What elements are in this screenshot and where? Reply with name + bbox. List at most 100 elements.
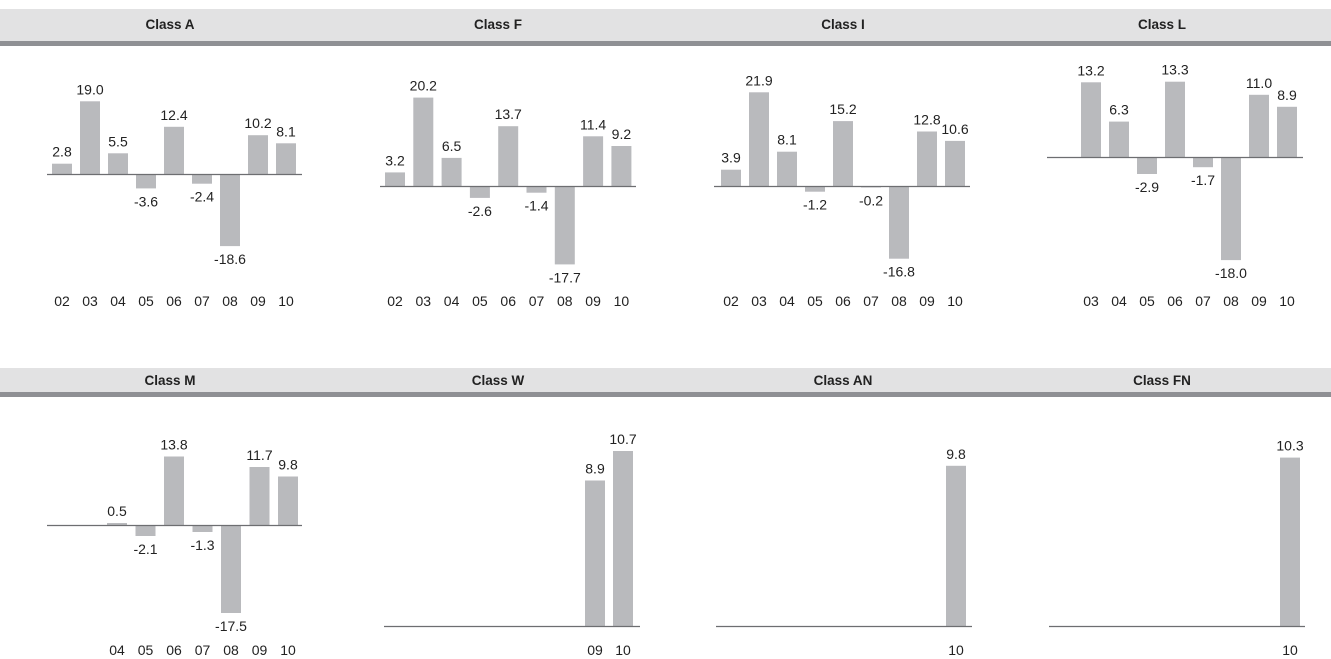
class-f-tick-10: 10 [614,293,630,309]
class-a-value-label-08: -18.6 [214,251,246,267]
class-l-title: Class L [1138,17,1186,32]
class-i-title: Class I [821,17,865,32]
class-fn-value-label-10: 10.3 [1276,438,1303,454]
class-m-bar-10 [278,476,298,526]
class-l-tick-06: 06 [1167,293,1183,309]
class-i-tick-10: 10 [947,293,963,309]
class-i-tick-06: 06 [835,293,851,309]
class-l-value-label-06: 13.3 [1161,62,1188,78]
class-i-tick-03: 03 [751,293,767,309]
header-rule-2 [0,392,1331,397]
class-i-tick-04: 04 [779,293,795,309]
class-w-bar-09 [585,480,605,627]
class-f-value-label-04: 6.5 [442,138,462,154]
class-a-tick-04: 04 [110,293,126,309]
class-m-bar-08 [221,525,241,613]
class-m-tick-09: 09 [252,642,268,658]
class-f-tick-06: 06 [500,293,516,309]
class-i-tick-02: 02 [723,293,739,309]
class-a-bar-04 [108,153,128,175]
class-m-bar-09 [249,467,270,526]
class-m-tick-05: 05 [138,642,154,658]
class-fn-title: Class FN [1133,373,1191,388]
header-band-1 [0,9,1331,41]
class-w-tick-10: 10 [615,642,631,658]
class-f-bar-10 [611,146,632,187]
class-f-value-label-02: 3.2 [385,152,405,168]
class-an-value-label-10: 9.8 [946,446,966,462]
class-l-tick-09: 09 [1251,293,1267,309]
class-l-bar-07 [1193,157,1213,168]
class-i-value-label-09: 12.8 [913,112,940,128]
class-l-value-label-09: 11.0 [1246,75,1272,91]
class-l-value-label-04: 6.3 [1109,102,1129,118]
class-a-tick-10: 10 [278,293,294,309]
class-a-bar-05 [136,174,156,189]
class-m-value-label-06: 13.8 [160,437,187,453]
class-m-value-label-08: -17.5 [215,618,247,634]
class-w-tick-09: 09 [587,642,603,658]
class-f-value-label-09: 11.4 [580,116,606,132]
class-a-bar-06 [164,126,184,175]
class-fn-tick-10: 10 [1282,642,1298,658]
class-f-value-label-07: -1.4 [524,198,548,214]
class-f-value-label-06: 13.7 [495,106,522,122]
class-f-bar-06 [498,126,519,187]
class-m-value-label-07: -1.3 [190,537,214,553]
class-a-tick-07: 07 [194,293,210,309]
class-m-bar-04 [107,523,127,526]
class-i-value-label-08: -16.8 [883,264,915,280]
class-l-tick-07: 07 [1195,293,1211,309]
class-l-tick-03: 03 [1083,293,1099,309]
class-f-bar-05 [469,186,490,198]
class-a-tick-06: 06 [166,293,182,309]
class-f-tick-05: 05 [472,293,488,309]
class-w-bar-10 [613,451,633,627]
class-i-bar-05 [805,186,825,192]
class-f-value-label-10: 9.2 [612,126,632,142]
class-f-value-label-08: -17.7 [549,269,581,285]
class-fn-bar-10 [1280,457,1300,627]
class-i-tick-05: 05 [807,293,823,309]
class-m-value-label-10: 9.8 [278,457,298,473]
class-m-value-label-04: 0.5 [107,503,127,519]
class-l-bar-04 [1109,121,1129,158]
class-an-title: Class AN [814,373,873,388]
class-l-tick-10: 10 [1279,293,1295,309]
class-m-tick-08: 08 [223,642,239,658]
class-l-tick-05: 05 [1139,293,1155,309]
class-l-value-label-08: -18.0 [1215,265,1247,281]
class-f-bar-03 [413,97,434,187]
class-a-bar-09 [248,135,268,175]
class-l-value-label-05: -2.9 [1135,179,1159,195]
class-a-tick-02: 02 [54,293,70,309]
class-w-value-label-10: 10.7 [609,431,636,447]
class-m-bar-07 [192,525,213,532]
class-f-tick-04: 04 [444,293,460,309]
class-a-bar-10 [276,143,296,175]
class-i-value-label-07: -0.2 [859,192,883,208]
class-i-value-label-02: 3.9 [721,150,741,166]
class-i-bar-08 [889,186,909,259]
class-a-tick-03: 03 [82,293,98,309]
class-f-tick-02: 02 [387,293,403,309]
class-l-bar-06 [1165,81,1185,158]
class-a-value-label-03: 19.0 [76,81,103,97]
class-a-bar-08 [220,174,240,247]
header-band-2 [0,368,1331,392]
class-i-tick-08: 08 [891,293,907,309]
class-i-bar-10 [945,140,965,187]
class-l-bar-05 [1137,157,1157,174]
class-l-tick-04: 04 [1111,293,1127,309]
class-i-value-label-03: 21.9 [745,72,772,88]
header-rule-1 [0,41,1331,46]
class-i-tick-07: 07 [863,293,879,309]
class-i-value-label-06: 15.2 [829,101,856,117]
class-i-value-label-05: -1.2 [803,197,827,213]
class-m-tick-04: 04 [109,642,125,658]
class-i-value-label-10: 10.6 [941,121,968,137]
class-a-value-label-07: -2.4 [190,189,214,205]
class-l-bar-03 [1081,82,1101,158]
class-f-tick-07: 07 [529,293,545,309]
